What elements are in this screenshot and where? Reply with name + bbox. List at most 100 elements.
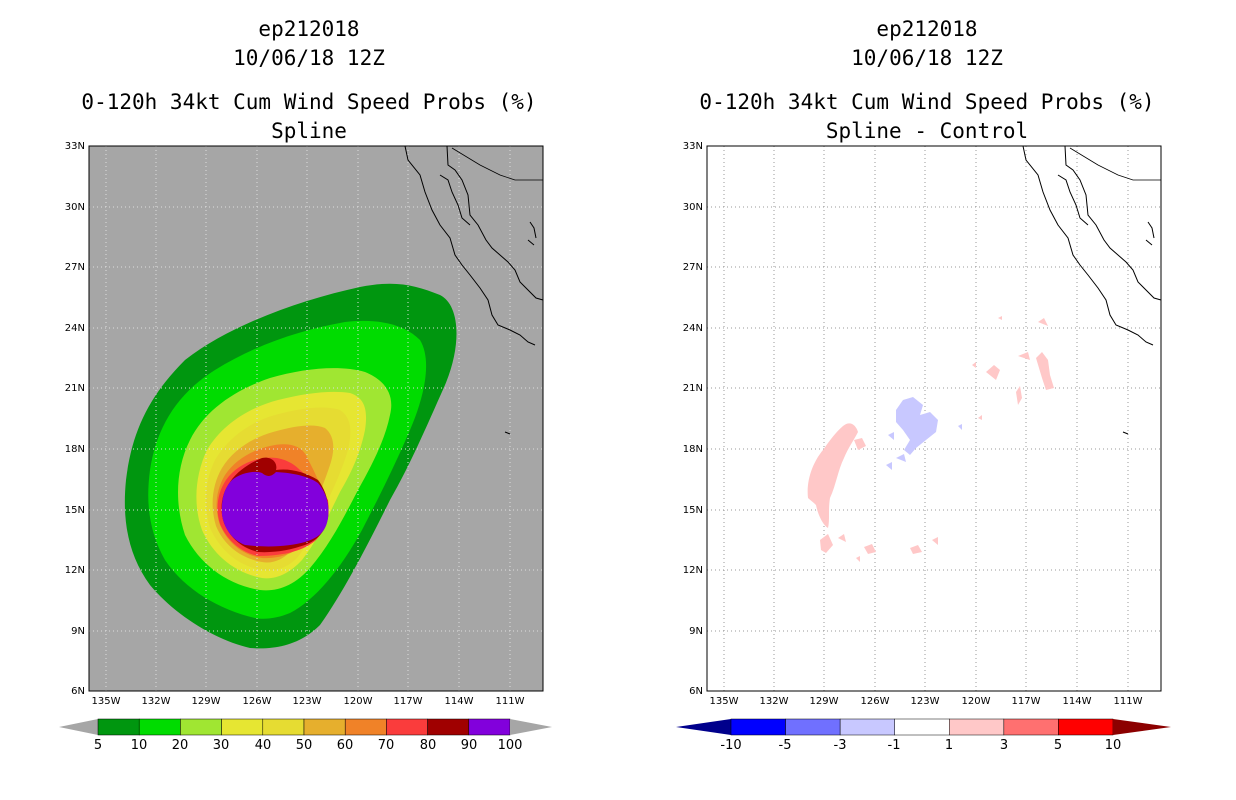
- lon-label: 114W: [1063, 696, 1092, 707]
- left-gridlines: [89, 146, 543, 691]
- left-lat-labels: 33N 30N 27N 24N 21N 18N 15N 12N 9N 6N: [65, 141, 85, 697]
- lon-label: 129W: [192, 696, 221, 707]
- colorbar-label: 5: [1054, 738, 1062, 753]
- colorbar-swatch: [949, 718, 1005, 736]
- right-title-date: 10/06/18 12Z: [851, 46, 1003, 70]
- lat-label: 6N: [71, 686, 85, 697]
- lat-label: 24N: [683, 323, 703, 334]
- lon-label: 120W: [344, 696, 373, 707]
- colorbar-swatch: [303, 718, 346, 736]
- colorbar-swatch: [386, 718, 428, 736]
- colorbar-swatch: [894, 718, 950, 736]
- colorbar-swatch: [730, 718, 786, 736]
- colorbar-label: 30: [213, 738, 230, 753]
- colorbar-label: 90: [461, 738, 478, 753]
- colorbar-label: 100: [498, 738, 523, 753]
- colorbar-label: 20: [172, 738, 189, 753]
- lon-label: 135W: [710, 696, 739, 707]
- left-title-product: 0-120h 34kt Cum Wind Speed Probs (%): [81, 90, 537, 114]
- colorbar-boxes: [97, 718, 511, 736]
- colorbar-label: 60: [337, 738, 354, 753]
- left-title-storm: ep212018: [258, 17, 360, 41]
- lon-label: 120W: [962, 696, 991, 707]
- right-title-product: 0-120h 34kt Cum Wind Speed Probs (%): [699, 90, 1155, 114]
- lon-label: 117W: [1012, 696, 1041, 707]
- lon-label: 111W: [1114, 696, 1143, 707]
- lon-label: 123W: [293, 696, 322, 707]
- right-colorbar: -10 -5 -3 -1 1 3 5 10: [676, 718, 1171, 753]
- colorbar-swatch: [1003, 718, 1059, 736]
- colorbar-swatch: [427, 718, 470, 736]
- colorbar-swatch: [262, 718, 305, 736]
- lon-label: 114W: [445, 696, 474, 707]
- lat-label: 21N: [683, 383, 703, 394]
- colorbar-boxes: [730, 718, 1114, 736]
- colorbar-swatch: [97, 718, 140, 736]
- lon-label: 132W: [760, 696, 789, 707]
- colorbar-swatch: [138, 718, 181, 736]
- lat-label: 6N: [689, 686, 703, 697]
- lat-label: 33N: [683, 141, 703, 152]
- colorbar-label: 70: [378, 738, 395, 753]
- colorbar-swatch: [468, 718, 511, 736]
- colorbar-swatch: [221, 718, 264, 736]
- colorbar-swatch: [839, 718, 895, 736]
- colorbar-label: -3: [834, 738, 847, 753]
- colorbar-label: 40: [255, 738, 272, 753]
- colorbar-label: 80: [420, 738, 437, 753]
- colorbar-label: 10: [131, 738, 148, 753]
- lat-label: 27N: [65, 262, 85, 273]
- lat-label: 33N: [65, 141, 85, 152]
- colorbar-label: 3: [1000, 738, 1008, 753]
- right-lat-labels: 33N 30N 27N 24N 21N 18N 15N 12N 9N 6N: [683, 141, 703, 697]
- right-map: 33N 30N 27N 24N 21N 18N 15N 12N 9N 6N 13…: [676, 141, 1171, 753]
- lat-label: 27N: [683, 262, 703, 273]
- lat-label: 9N: [71, 626, 85, 637]
- right-title-method: Spline - Control: [825, 119, 1029, 143]
- prob-contour-90: [221, 471, 329, 547]
- left-colorbar: 5 10 20 30 40 50 60 70 80 90 100: [59, 718, 552, 753]
- colorbar-label: 10: [1105, 738, 1122, 753]
- lat-label: 12N: [65, 565, 85, 576]
- left-map: 33N 30N 27N 24N 21N 18N 15N 12N 9N 6N 13…: [59, 141, 552, 753]
- lat-label: 15N: [65, 505, 85, 516]
- lat-label: 30N: [683, 202, 703, 213]
- left-coastline: [404, 145, 544, 435]
- colorbar-label: -1: [888, 738, 901, 753]
- lon-label: 111W: [496, 696, 525, 707]
- lon-label: 117W: [394, 696, 423, 707]
- colorbar-label: -10: [720, 738, 741, 753]
- right-title-storm: ep212018: [876, 17, 978, 41]
- lat-label: 12N: [683, 565, 703, 576]
- right-lon-labels: 135W 132W 129W 126W 123W 120W 117W 114W …: [710, 696, 1143, 707]
- lat-label: 30N: [65, 202, 85, 213]
- colorbar-high-arrow: [510, 719, 552, 735]
- colorbar-label: 1: [945, 738, 953, 753]
- left-axes-frame: [88, 145, 544, 692]
- colorbar-label: 5: [94, 738, 102, 753]
- colorbar-high-arrow: [1113, 719, 1171, 735]
- right-axes-frame: [706, 145, 1162, 692]
- diff-positive-patches: [807, 316, 1054, 562]
- lat-label: 24N: [65, 323, 85, 334]
- lon-label: 135W: [92, 696, 121, 707]
- colorbar-swatch: [180, 718, 222, 736]
- colorbar-swatch: [785, 718, 841, 736]
- colorbar-low-arrow: [676, 719, 731, 735]
- left-lon-labels: 135W 132W 129W 126W 123W 120W 117W 114W …: [92, 696, 525, 707]
- left-title-date: 10/06/18 12Z: [233, 46, 385, 70]
- diff-negative-patches: [886, 397, 962, 470]
- right-coastline: [1022, 145, 1162, 435]
- lat-label: 21N: [65, 383, 85, 394]
- lat-label: 9N: [689, 626, 703, 637]
- lat-label: 18N: [65, 444, 85, 455]
- lon-label: 123W: [911, 696, 940, 707]
- lon-label: 132W: [142, 696, 171, 707]
- lon-label: 126W: [243, 696, 272, 707]
- lon-label: 129W: [810, 696, 839, 707]
- colorbar-label: 50: [296, 738, 313, 753]
- lat-label: 18N: [683, 444, 703, 455]
- lat-label: 15N: [683, 505, 703, 516]
- colorbar-swatch: [1058, 718, 1114, 736]
- colorbar-swatch: [344, 718, 387, 736]
